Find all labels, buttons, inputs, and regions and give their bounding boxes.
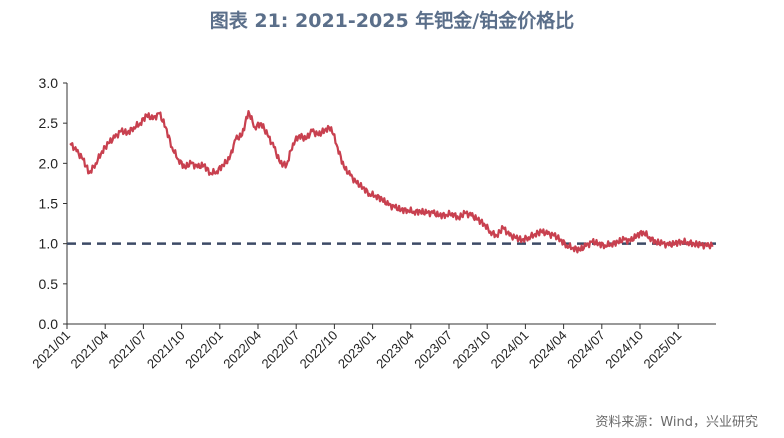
y-tick-label: 0.0 <box>39 316 59 332</box>
x-tick-label: 2021/04 <box>67 328 111 372</box>
x-tick-label: 2023/01 <box>335 328 379 372</box>
x-tick-label: 2023/10 <box>449 328 493 372</box>
y-tick-label: 0.5 <box>39 276 59 292</box>
source-note: 资料来源：Wind，兴业研究 <box>595 415 758 430</box>
x-tick-label: 2023/07 <box>411 328 455 372</box>
series-line <box>69 110 714 254</box>
y-tick-label: 2.5 <box>39 115 59 131</box>
chart-title: 图表 21: 2021-2025 年钯金/铂金价格比 <box>209 10 575 32</box>
x-tick-label: 2022/07 <box>258 328 302 372</box>
x-tick-label: 2024/01 <box>488 328 532 372</box>
x-tick-label: 2022/01 <box>182 328 226 372</box>
x-tick-label: 2024/07 <box>564 328 608 372</box>
x-tick-label: 2021/10 <box>144 328 188 372</box>
x-tick-label: 2025/01 <box>640 328 684 372</box>
x-tick-label: 2021/01 <box>29 328 73 372</box>
x-tick-label: 2022/04 <box>220 328 264 372</box>
x-tick-label: 2022/10 <box>297 328 341 372</box>
axes: 3.02.52.01.51.00.50.02021/012021/042021/… <box>29 75 716 371</box>
x-tick-label: 2023/04 <box>373 328 417 372</box>
plot-area <box>67 110 716 254</box>
y-tick-label: 1.5 <box>39 196 59 212</box>
y-tick-label: 3.0 <box>39 75 59 91</box>
x-tick-label: 2024/10 <box>602 328 646 372</box>
x-tick-label: 2024/04 <box>526 328 570 372</box>
y-tick-label: 2.0 <box>39 155 59 171</box>
x-tick-label: 2021/07 <box>106 328 150 372</box>
y-tick-label: 1.0 <box>39 236 59 252</box>
